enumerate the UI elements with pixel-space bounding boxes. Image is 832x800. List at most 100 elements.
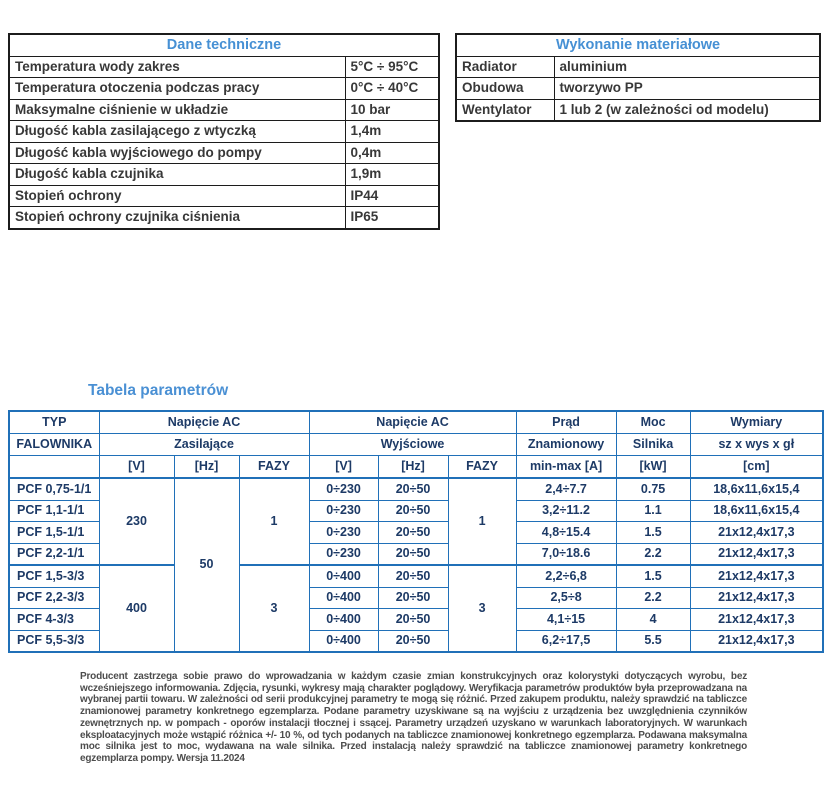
spec-value: IP65 <box>344 206 440 229</box>
typ-cell: PCF 1,1-1/1 <box>8 499 100 522</box>
wyj-hz-cell: 20÷50 <box>377 477 449 501</box>
header-zas-v: [V] <box>98 455 175 479</box>
prad-cell: 2,2÷6,8 <box>515 564 617 588</box>
moc-cell: 1.1 <box>615 499 691 522</box>
spec-row-temperatura-otoczenia: Temperatura otoczenia podczas pracy 0°C … <box>8 77 440 100</box>
header-wyjsciowe: Wyjściowe <box>308 433 517 456</box>
header-wyj-hz: [Hz] <box>377 455 449 479</box>
wymiary-cell: 21x12,4x17,3 <box>689 542 824 566</box>
wyj-v-cell: 0÷400 <box>308 586 379 609</box>
param-row-pcf-15-33: PCF 1,5-3/3 400 3 0÷400 20÷50 3 2,2÷6,8 … <box>8 564 824 653</box>
moc-cell: 1.5 <box>615 564 691 588</box>
wyj-v-cell: 0÷230 <box>308 542 379 566</box>
wyj-hz-cell: 20÷50 <box>377 499 449 522</box>
param-row-pcf-22-11: PCF 2,2-1/1 0÷230 20÷50 7,0÷18.6 2.2 21x… <box>8 542 824 566</box>
wyj-v-cell: 0÷230 <box>308 521 379 544</box>
material-row-radiator: Radiator aluminium <box>455 55 821 78</box>
typ-cell: PCF 1,5-1/1 <box>8 521 100 544</box>
spec-value: 0°C ÷ 40°C <box>344 77 440 100</box>
header-wymiary: Wymiary <box>689 410 824 434</box>
wymiary-cell: 21x12,4x17,3 <box>689 586 824 609</box>
header-sz-wys-gl: sz x wys x gł <box>689 433 824 456</box>
wymiary-cell: 18,6x11,6x15,4 <box>689 477 824 501</box>
moc-cell: 0.75 <box>615 477 691 501</box>
wyj-hz-cell: 20÷50 <box>377 521 449 544</box>
header-cm: [cm] <box>689 455 824 479</box>
param-header-row-2: FALOWNIKA Zasilające Wyjściowe Znamionow… <box>8 433 824 456</box>
header-kw: [kW] <box>615 455 691 479</box>
material-label: Obudowa <box>455 77 555 100</box>
param-row-pcf-22-33: PCF 2,2-3/3 0÷400 20÷50 2,5÷8 2.2 21x12,… <box>8 586 824 609</box>
prad-cell: 4,8÷15.4 <box>515 521 617 544</box>
typ-cell: PCF 0,75-1/1 <box>8 477 100 501</box>
spec-row-kabel-wyjsciowy: Długość kabla wyjściowego do pompy 0,4m <box>8 141 440 164</box>
prad-cell: 2,4÷7.7 <box>515 477 617 501</box>
spec-row-kabel-czujnika: Długość kabla czujnika 1,9m <box>8 163 440 186</box>
header-zas-fazy: FAZY <box>238 455 310 479</box>
wyj-fazy-merged-1: 1 <box>447 477 517 566</box>
wykonanie-header-row: Wykonanie materiałowe <box>455 33 821 57</box>
wyj-v-cell: 0÷230 <box>308 499 379 522</box>
header-blank-cell <box>8 455 100 479</box>
header-wyj-v: [V] <box>308 455 379 479</box>
tabela-parametrow-table: TYP Napięcie AC Napięcie AC Prąd Moc Wym… <box>8 410 825 653</box>
header-min-max-a: min-max [A] <box>515 455 617 479</box>
wyj-v-cell: 0÷230 <box>308 477 379 501</box>
header-silnika: Silnika <box>615 433 691 456</box>
tabela-parametrow-title: Tabela parametrów <box>88 382 229 399</box>
moc-cell: 2.2 <box>615 586 691 609</box>
header-prad: Prąd <box>515 410 617 434</box>
material-value: 1 lub 2 (w zależności od modelu) <box>553 98 821 122</box>
prad-cell: 7,0÷18.6 <box>515 542 617 566</box>
spec-row-cisnienie: Maksymalne ciśnienie w układzie 10 bar <box>8 98 440 121</box>
moc-cell: 1.5 <box>615 521 691 544</box>
moc-cell: 2.2 <box>615 542 691 566</box>
dane-techniczne-header-row: Dane techniczne <box>8 33 440 57</box>
wyj-hz-cell: 20÷50 <box>377 629 449 653</box>
wykonanie-materialowe-title: Wykonanie materiałowe <box>455 33 821 57</box>
zas-fazy-merged-3: 3 <box>238 564 310 653</box>
spec-label: Stopień ochrony czujnika ciśnienia <box>8 206 346 229</box>
header-typ: TYP <box>8 410 100 434</box>
param-header-row-1: TYP Napięcie AC Napięcie AC Prąd Moc Wym… <box>8 410 824 434</box>
spec-row-stopien-ochrony: Stopień ochrony IP44 <box>8 184 440 207</box>
typ-cell: PCF 2,2-1/1 <box>8 542 100 566</box>
material-label: Radiator <box>455 55 555 78</box>
typ-cell: PCF 4-3/3 <box>8 608 100 631</box>
zas-hz-merged-50: 50 <box>173 477 240 653</box>
wyj-hz-cell: 20÷50 <box>377 586 449 609</box>
param-header-row-3: [V] [Hz] FAZY [V] [Hz] FAZY min-max [A] … <box>8 455 824 479</box>
typ-cell: PCF 2,2-3/3 <box>8 586 100 609</box>
wyj-v-cell: 0÷400 <box>308 629 379 653</box>
spec-value: 1,9m <box>344 163 440 186</box>
moc-cell: 5.5 <box>615 629 691 653</box>
header-znamionowy: Znamionowy <box>515 433 617 456</box>
wymiary-cell: 21x12,4x17,3 <box>689 629 824 653</box>
param-row-pcf-55-33: PCF 5,5-3/3 0÷400 20÷50 6,2÷17,5 5.5 21x… <box>8 629 824 653</box>
header-napiecie-ac-zasilajace: Napięcie AC <box>98 410 310 434</box>
spec-row-temperatura-wody: Temperatura wody zakres 5°C ÷ 95°C <box>8 55 440 78</box>
spec-label: Długość kabla czujnika <box>8 163 346 186</box>
wymiary-cell: 21x12,4x17,3 <box>689 521 824 544</box>
footnote-text: Producent zastrzega sobie prawo do wprow… <box>80 671 747 764</box>
prad-cell: 4,1÷15 <box>515 608 617 631</box>
zas-v-merged-230: 230 <box>98 477 175 566</box>
material-value: aluminium <box>553 55 821 78</box>
param-row-pcf-11-11: PCF 1,1-1/1 0÷230 20÷50 3,2÷11.2 1.1 18,… <box>8 499 824 522</box>
material-row-wentylator: Wentylator 1 lub 2 (w zależności od mode… <box>455 98 821 122</box>
header-moc: Moc <box>615 410 691 434</box>
spec-value: 0,4m <box>344 141 440 164</box>
wykonanie-materialowe-table: Wykonanie materiałowe Radiator aluminium… <box>455 33 821 122</box>
dane-techniczne-title: Dane techniczne <box>8 33 440 57</box>
spec-row-kabel-zasilajacy: Długość kabla zasilającego z wtyczką 1,4… <box>8 120 440 143</box>
dane-techniczne-table: Dane techniczne Temperatura wody zakres … <box>8 33 441 230</box>
spec-label: Maksymalne ciśnienie w układzie <box>8 98 346 121</box>
wymiary-cell: 18,6x11,6x15,4 <box>689 499 824 522</box>
wyj-hz-cell: 20÷50 <box>377 608 449 631</box>
wyj-hz-cell: 20÷50 <box>377 564 449 588</box>
spec-value: IP44 <box>344 184 440 207</box>
wyj-v-cell: 0÷400 <box>308 608 379 631</box>
wyj-hz-cell: 20÷50 <box>377 542 449 566</box>
spec-row-stopien-ochrony-czujnika: Stopień ochrony czujnika ciśnienia IP65 <box>8 206 440 229</box>
